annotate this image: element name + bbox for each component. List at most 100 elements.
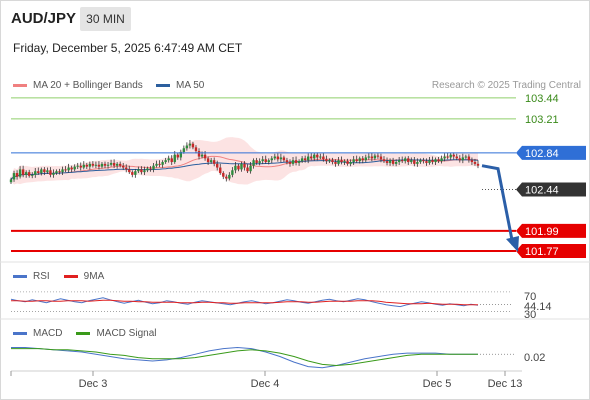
candle-body [446,156,449,158]
candle-body [97,164,101,167]
candle-body [122,165,125,168]
legend-rsi-ma-label: 9MA [83,271,105,282]
candle-body [9,179,13,183]
candle-body [252,160,255,166]
candle-body [422,160,425,162]
candle-body [82,164,85,168]
candle-body [267,160,270,163]
candle-body [24,172,28,175]
candle-body [273,156,277,159]
candle-body [440,158,443,162]
bollinger-band [11,137,478,185]
candle-body [200,154,204,157]
candle-body [31,174,34,176]
level-value-support: 101.99 [525,226,559,238]
chart-datetime: Friday, December 5, 2025 6:47:49 AM CET [13,41,243,55]
candle-body [73,166,76,170]
rsi-level-30: 30 [524,309,536,321]
legend-rsi-label: RSI [33,271,50,282]
candle-body [431,160,434,163]
candle-body [455,156,458,159]
candle-body [52,173,55,175]
candle-body [100,163,104,167]
candle-body [276,156,280,160]
rsi-level-70: 70 [524,291,536,303]
legend-ma50-label: MA 50 [176,80,205,91]
candle-body [228,174,231,179]
forecast-arrowhead [506,235,519,252]
candle-body [325,159,328,162]
candle-body [146,168,149,171]
x-tick-label: Dec 3 [79,378,108,390]
ma20-swatch [13,84,27,87]
level-value-target: 103.21 [525,114,559,126]
legend-ma50: MA 50 [156,80,204,91]
candle-body [21,169,25,175]
candle-body [131,172,134,175]
level-value-pivot: 102.84 [525,148,559,160]
candle-body [364,157,367,161]
candle-body [458,158,462,161]
candles [9,140,480,185]
candle-body [237,165,240,170]
candle-body [225,176,228,179]
candle-body [264,159,267,163]
candle-body [112,162,116,166]
candle-body [343,161,346,163]
candle-body [176,154,179,158]
candle-body [282,157,286,161]
candle-body [306,156,310,161]
candle-body [167,158,170,161]
candle-body [234,165,237,171]
candle-body [261,159,264,162]
rsi-current-value: 44.14 [524,301,552,313]
candle-body [191,143,195,148]
candle-body [358,158,361,162]
candle-body [103,163,107,166]
candle-body [182,148,186,152]
candle-body [376,155,380,157]
candle-body [434,159,437,163]
candle-body [15,173,19,177]
candle-body [416,162,419,164]
candle-body [279,157,283,160]
candle-body [404,158,407,162]
candle-body [340,160,343,163]
candle-body [152,165,155,170]
chart-header: AUD/JPY 30 MIN [0,0,590,36]
candle-body [258,161,261,163]
rsi-swatch [13,275,27,278]
candle-body [394,162,398,164]
candle-body [170,158,173,163]
x-tick-label: Dec 5 [423,378,452,390]
candle-body [297,161,301,163]
candle-body [94,164,98,166]
candle-body [464,156,468,158]
candle-body [194,147,198,152]
ma50-swatch [156,84,170,87]
candle-body [467,156,471,161]
legend-macd-label: MACD [33,328,63,339]
candle-body [270,158,273,161]
candle-body [255,160,258,163]
candle-body [37,171,40,174]
candle-body [328,160,331,162]
candle-body [34,171,37,175]
candle-body [158,163,161,165]
legend-rsi: RSI 9MA [13,271,104,282]
candle-body [149,168,152,170]
candle-body [437,159,440,162]
rsi-ma-swatch [63,275,78,278]
level-tag-support [516,223,586,238]
candle-body [222,173,225,177]
candle-body [109,162,113,165]
timeframe-button[interactable]: 30 MIN [80,7,131,31]
credit-text: Research © 2025 Trading Central [431,80,581,91]
candle-body [76,165,79,167]
candle-body [249,165,252,172]
legend-macd: MACD MACD Signal [13,328,156,339]
candle-body [391,160,395,164]
candle-body [473,162,477,164]
candle-body [219,167,222,174]
forecast-arrow [481,164,515,246]
